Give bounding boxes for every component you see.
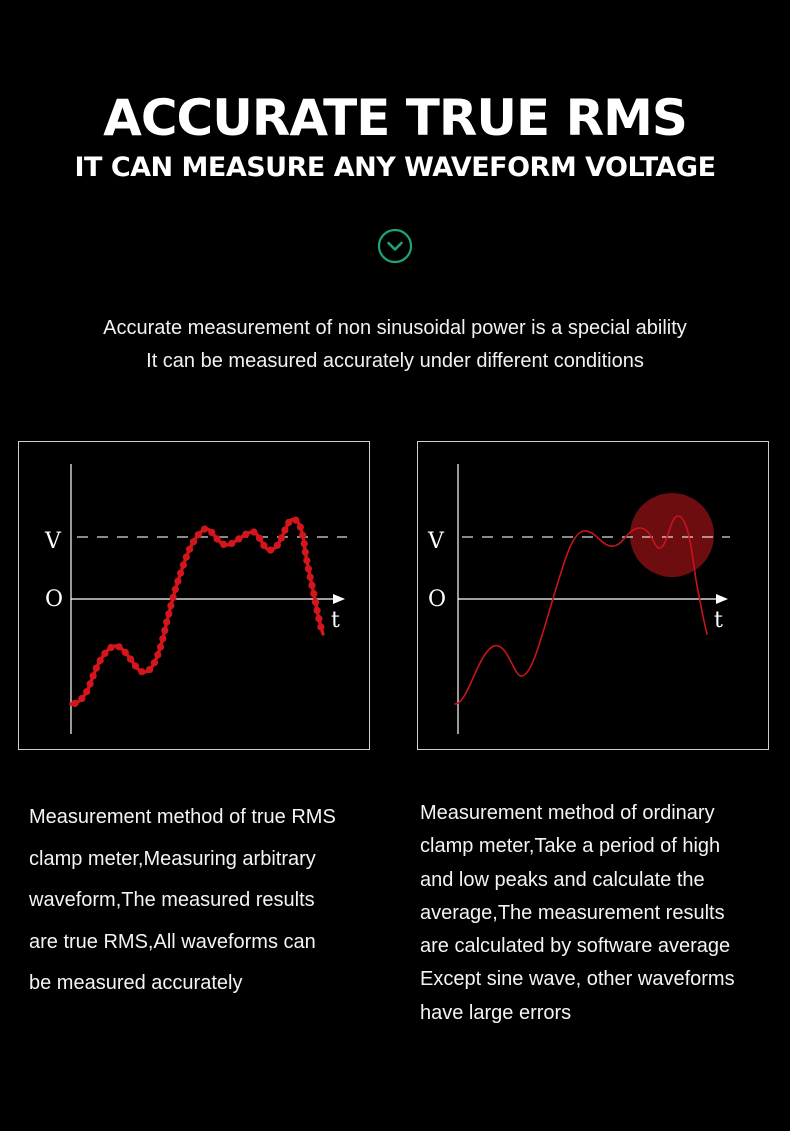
- desc-right-line: have large errors: [420, 1001, 572, 1024]
- sample-point: [266, 546, 275, 554]
- sample-point: [299, 531, 307, 539]
- sample-point: [250, 528, 258, 536]
- sample-point: [171, 585, 179, 593]
- sample-point: [167, 602, 175, 610]
- sample-point: [235, 535, 243, 543]
- sample-point: [315, 615, 323, 623]
- sample-point: [165, 610, 173, 618]
- sample-point: [281, 526, 289, 534]
- sample-point: [154, 651, 162, 659]
- sample-point: [273, 541, 281, 549]
- sample-point: [306, 573, 314, 581]
- sample-point: [96, 656, 104, 665]
- true-rms-waveform: [69, 517, 325, 706]
- sample-point: [310, 590, 318, 598]
- true-rms-waveform-diagram: V O t: [44, 464, 347, 734]
- t-label: t: [331, 608, 340, 633]
- sample-point: [145, 666, 154, 674]
- intro-text: Accurate measurement of non sinusoidal p…: [0, 312, 790, 378]
- sample-point: [317, 623, 325, 631]
- error-highlight-circle: [630, 493, 714, 577]
- sample-point: [169, 593, 177, 601]
- sample-point: [292, 516, 300, 524]
- sample-point: [313, 606, 321, 614]
- desc-left-line: are true RMS,All waveforms can: [29, 930, 316, 953]
- x-axis-arrow: [333, 594, 345, 604]
- sample-point: [308, 581, 316, 589]
- sample-point: [179, 561, 187, 569]
- desc-left-line: clamp meter,Measuring arbitrary: [29, 847, 316, 870]
- desc-left-line: waveform,The measured results: [29, 889, 315, 911]
- sample-point: [174, 577, 182, 585]
- sample-point: [121, 648, 129, 656]
- sample-point: [304, 565, 312, 573]
- sample-point: [255, 534, 264, 542]
- sample-point: [127, 655, 135, 663]
- page-subtitle: IT CAN MEASURE ANY WAVEFORM VOLTAGE: [74, 152, 716, 183]
- sample-point: [138, 668, 146, 676]
- chevron-down-circle-icon: [377, 228, 413, 264]
- page-title: ACCURATE TRUE RMS: [103, 89, 688, 147]
- sample-point: [159, 635, 167, 643]
- desc-left-line: be measured accurately: [29, 972, 243, 994]
- intro-line-1: Accurate measurement of non sinusoidal p…: [103, 317, 687, 339]
- ordinary-meter-waveform-diagram: V O t: [427, 464, 730, 734]
- desc-right-line: clamp meter,Take a period of high: [420, 835, 721, 858]
- ordinary-meter-diagram-panel: V O t: [417, 441, 769, 750]
- sample-point: [83, 688, 91, 696]
- sample-point: [311, 598, 320, 606]
- sample-point: [177, 569, 185, 577]
- intro-line-2: It can be measured accurately under diff…: [146, 350, 644, 372]
- sample-point: [277, 534, 286, 542]
- sample-point: [242, 530, 250, 538]
- sample-point: [300, 540, 308, 548]
- sample-point: [92, 664, 100, 672]
- true-rms-description: Measurement method of true RMS clamp met…: [29, 797, 336, 1005]
- desc-left-line: Measurement method of true RMS: [29, 806, 336, 828]
- true-rms-sample-points: [71, 516, 325, 707]
- desc-right-line: are calculated by software average: [420, 935, 731, 958]
- ordinary-meter-description: Measurement method of ordinary clamp met…: [420, 797, 735, 1030]
- t-label: t: [714, 608, 723, 633]
- sample-point: [101, 649, 109, 657]
- sample-point: [285, 518, 293, 527]
- desc-right-line: Measurement method of ordinary: [420, 802, 715, 824]
- sample-point: [71, 699, 79, 707]
- true-rms-diagram-panel: V O t: [18, 441, 370, 750]
- desc-right-line: average,The measurement results: [420, 901, 725, 924]
- sample-point: [115, 643, 123, 651]
- sample-point: [163, 618, 171, 626]
- desc-right-line: and low peaks and calculate the: [420, 868, 705, 891]
- sample-point: [296, 523, 304, 531]
- sample-point: [220, 540, 228, 548]
- sample-point: [186, 545, 194, 553]
- sample-point: [161, 626, 169, 634]
- sample-point: [301, 548, 309, 556]
- desc-right-line: Except sine wave, other waveforms: [420, 968, 735, 991]
- sample-point: [194, 531, 202, 539]
- x-axis-arrow: [716, 594, 728, 604]
- sample-point: [156, 643, 165, 651]
- o-label: O: [428, 587, 446, 612]
- sample-point: [303, 556, 311, 565]
- sample-point: [182, 553, 190, 561]
- sample-point: [189, 538, 198, 546]
- sample-point: [89, 672, 97, 680]
- ordinary-meter-waveform: [454, 515, 708, 705]
- sample-point: [213, 535, 221, 543]
- sample-point: [228, 539, 236, 548]
- sample-point: [260, 541, 268, 549]
- o-label: O: [45, 587, 63, 612]
- v-label: V: [44, 529, 62, 554]
- sample-point: [107, 643, 115, 652]
- sample-point: [208, 528, 216, 536]
- sample-point: [131, 662, 140, 670]
- sample-point: [86, 680, 94, 688]
- v-label: V: [427, 529, 445, 554]
- sample-point: [78, 695, 86, 703]
- sample-point: [201, 525, 209, 533]
- sample-point: [150, 659, 158, 667]
